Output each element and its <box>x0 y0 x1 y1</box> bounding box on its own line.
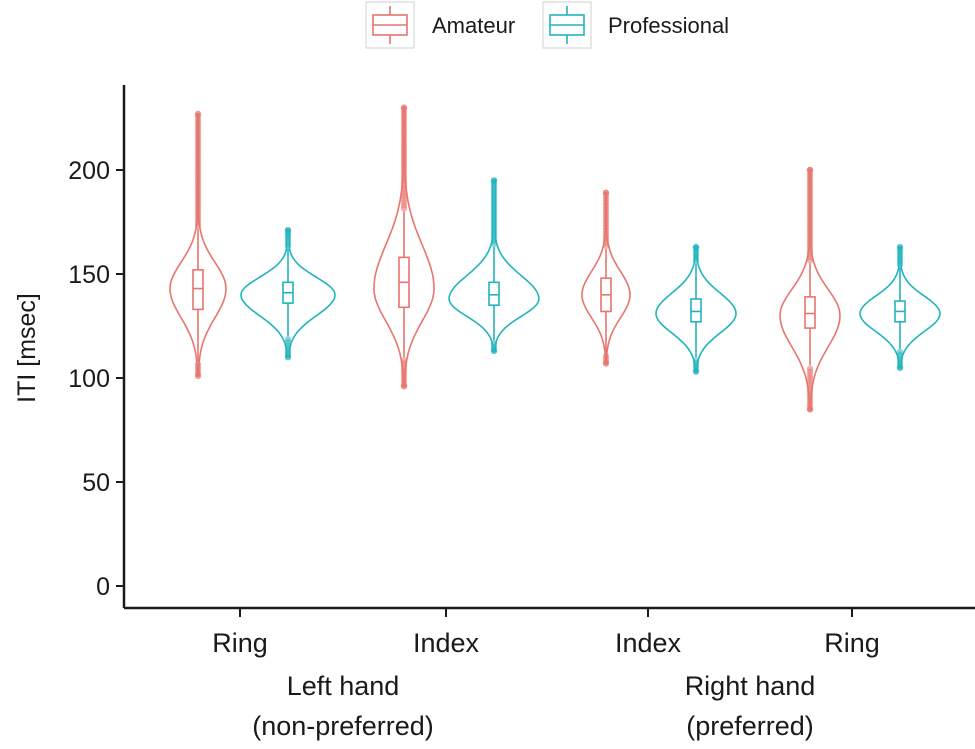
outlier-point <box>284 354 292 361</box>
y-tick-label: 100 <box>68 365 110 393</box>
outlier-point <box>692 368 700 375</box>
x-tick-label: Ring <box>824 628 880 658</box>
outlier-point <box>400 383 408 390</box>
y-tick-label: 50 <box>82 469 110 497</box>
group-label-line1: Right hand <box>685 671 816 701</box>
outlier-point <box>602 189 610 197</box>
x-tick-label: Index <box>615 628 682 658</box>
group-label-line2: (preferred) <box>686 711 814 741</box>
outlier-point <box>896 364 904 371</box>
outlier-point <box>490 177 498 184</box>
outlier-point <box>806 406 814 413</box>
legend-label: Professional <box>608 13 729 38</box>
outlier-point <box>400 104 408 111</box>
x-tick-label: Ring <box>212 628 268 658</box>
outlier-point <box>692 243 700 251</box>
box-iqr <box>488 281 500 307</box>
y-axis-title: ITI [msec] <box>13 293 41 403</box>
outlier-point <box>284 227 292 234</box>
y-tick-label: 200 <box>68 157 110 185</box>
outlier-point <box>602 360 610 367</box>
outlier-point <box>194 372 202 380</box>
box-iqr <box>690 298 702 323</box>
outlier-point <box>806 166 814 174</box>
box-iqr <box>192 269 204 311</box>
y-tick-label: 0 <box>96 573 110 601</box>
outlier-point <box>194 110 202 118</box>
group-label-line2: (non-preferred) <box>252 711 434 741</box>
outlier-point <box>896 243 904 251</box>
legend-label: Amateur <box>432 13 515 38</box>
x-tick-label: Index <box>413 628 480 658</box>
box-iqr <box>804 296 816 329</box>
outlier-point <box>490 347 498 355</box>
group-label-line1: Left hand <box>287 671 400 701</box>
y-tick-label: 150 <box>68 261 110 289</box>
